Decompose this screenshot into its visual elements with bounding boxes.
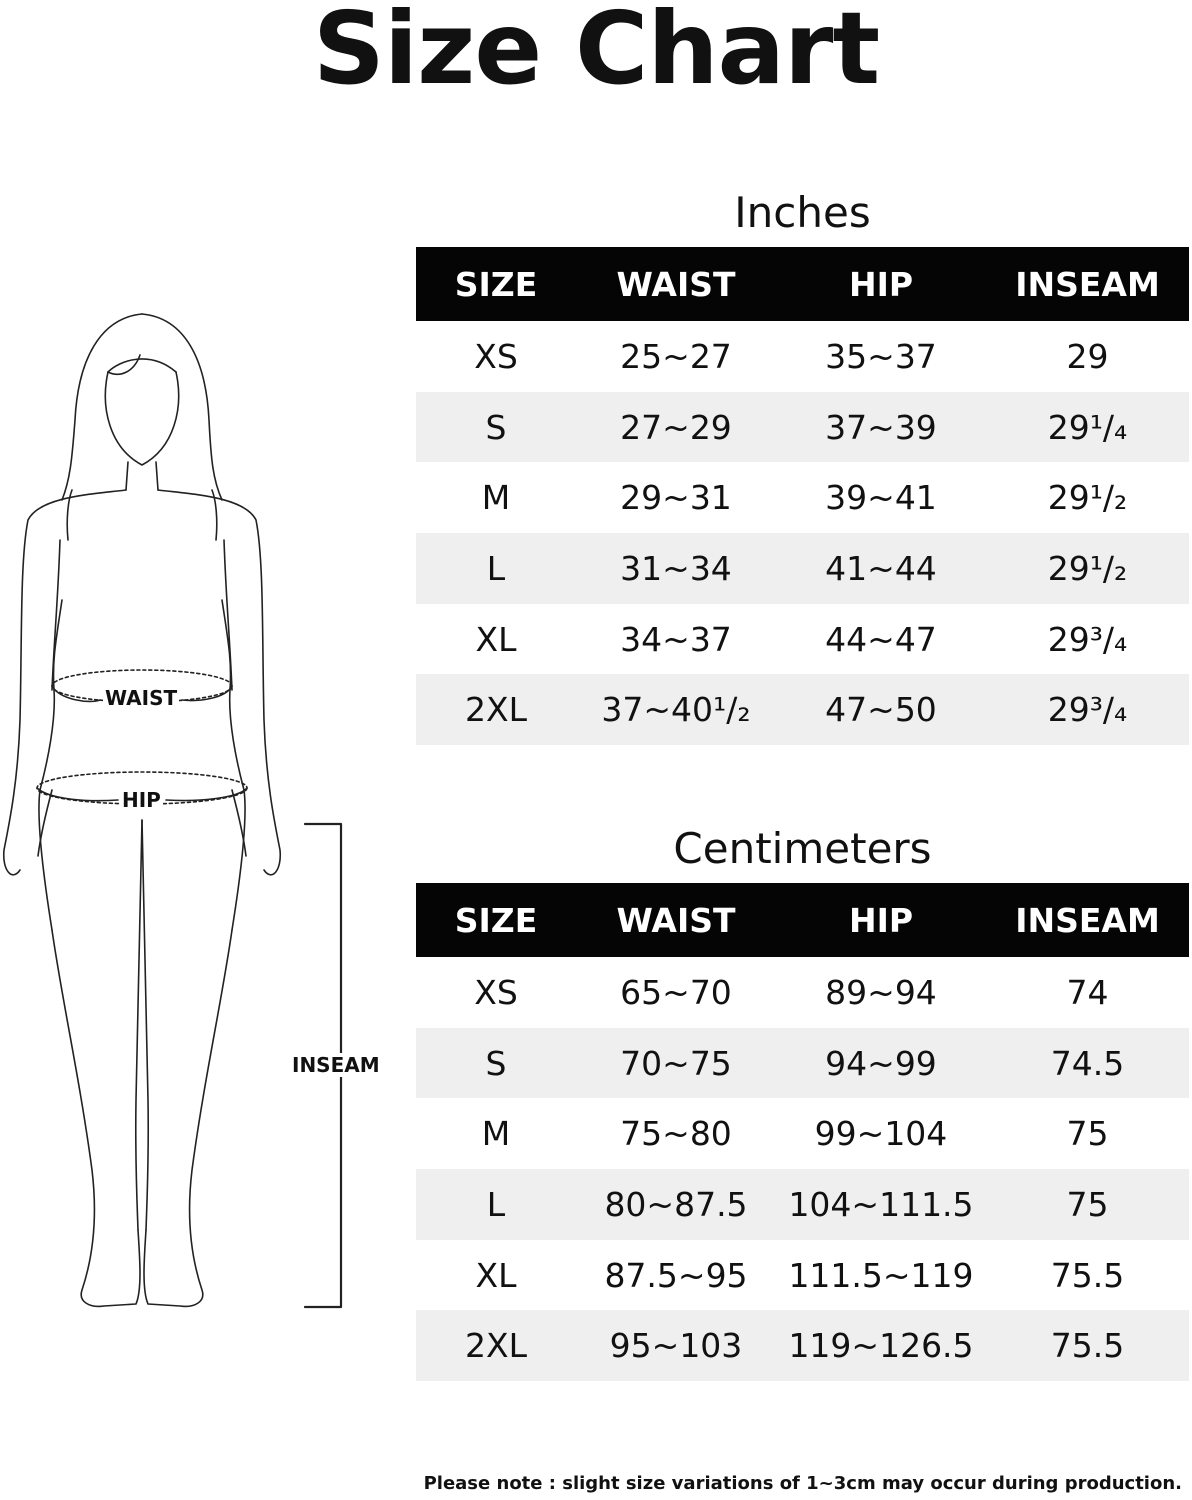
cell-hip: 99~104 bbox=[814, 1114, 948, 1154]
table-row: XL 34~37 44~47 29³/₄ bbox=[416, 604, 1189, 675]
cell-inseam: 75.5 bbox=[1050, 1326, 1125, 1366]
cell-hip: 94~99 bbox=[825, 1043, 937, 1083]
cell-size: M bbox=[481, 478, 511, 518]
cell-inseam: 29¹/₄ bbox=[1047, 407, 1128, 447]
cell-hip: 89~94 bbox=[825, 972, 937, 1012]
woman-silhouette-icon bbox=[2, 313, 343, 1309]
cell-inseam: 74 bbox=[1066, 972, 1109, 1012]
cell-waist: 70~75 bbox=[620, 1043, 732, 1083]
table-row: L 80~87.5 104~111.5 75 bbox=[416, 1169, 1189, 1240]
cell-inseam: 29¹/₂ bbox=[1047, 478, 1128, 518]
header-waist: WAIST bbox=[616, 900, 736, 940]
inches-table-header: SIZE WAIST HIP INSEAM bbox=[416, 247, 1189, 321]
header-hip: HIP bbox=[848, 264, 914, 304]
cell-hip: 41~44 bbox=[825, 548, 937, 588]
cell-waist: 31~34 bbox=[620, 548, 732, 588]
inseam-label: INSEAM bbox=[290, 1053, 382, 1077]
cell-size: S bbox=[485, 407, 507, 447]
cell-waist: 34~37 bbox=[620, 619, 732, 659]
cell-inseam: 75.5 bbox=[1050, 1255, 1125, 1295]
centimeters-table-header: SIZE WAIST HIP INSEAM bbox=[416, 883, 1189, 957]
table-row: S 70~75 94~99 74.5 bbox=[416, 1027, 1189, 1099]
production-note: Please note : slight size variations of … bbox=[423, 1473, 1182, 1494]
table-row: L 31~34 41~44 29¹/₂ bbox=[416, 533, 1189, 604]
table-row: 2XL 37~40¹/₂ 47~50 29³/₄ bbox=[416, 674, 1189, 746]
cell-size: XL bbox=[475, 1255, 517, 1295]
table-row: XL 87.5~95 111.5~119 75.5 bbox=[416, 1240, 1189, 1311]
body-figure: WAIST HIP INSEAM bbox=[0, 300, 400, 1320]
header-inseam: INSEAM bbox=[1015, 264, 1160, 304]
cell-hip: 111.5~119 bbox=[788, 1255, 974, 1295]
cell-hip: 119~126.5 bbox=[788, 1326, 974, 1366]
waist-label: WAIST bbox=[103, 686, 180, 710]
cell-hip: 35~37 bbox=[825, 336, 937, 376]
cell-hip: 37~39 bbox=[825, 407, 937, 447]
table-row: M 75~80 99~104 75 bbox=[416, 1098, 1189, 1169]
cell-waist: 80~87.5 bbox=[604, 1184, 748, 1224]
inches-title: Inches bbox=[734, 188, 871, 237]
table-row: XS 65~70 89~94 74 bbox=[416, 957, 1189, 1028]
inches-table: SIZE WAIST HIP INSEAM XS 25~27 35~37 29 … bbox=[416, 247, 1189, 746]
cell-waist: 27~29 bbox=[620, 407, 732, 447]
cell-size: S bbox=[485, 1043, 507, 1083]
centimeters-title: Centimeters bbox=[673, 824, 932, 873]
cell-hip: 44~47 bbox=[825, 619, 937, 659]
cell-size: 2XL bbox=[465, 690, 527, 730]
header-hip: HIP bbox=[848, 900, 914, 940]
cell-waist: 25~27 bbox=[620, 336, 732, 376]
cell-size: L bbox=[486, 548, 506, 588]
cell-inseam: 29¹/₂ bbox=[1047, 548, 1128, 588]
cell-inseam: 29 bbox=[1066, 336, 1109, 376]
table-row: XS 25~27 35~37 29 bbox=[416, 321, 1189, 392]
cell-inseam: 75 bbox=[1066, 1114, 1109, 1154]
cell-inseam: 29³/₄ bbox=[1047, 619, 1128, 659]
cell-hip: 47~50 bbox=[825, 690, 937, 730]
table-row: M 29~31 39~41 29¹/₂ bbox=[416, 462, 1189, 533]
cell-waist: 75~80 bbox=[620, 1114, 732, 1154]
cell-hip: 104~111.5 bbox=[788, 1184, 974, 1224]
cell-size: XS bbox=[474, 336, 518, 376]
cell-size: M bbox=[481, 1114, 511, 1154]
header-inseam: INSEAM bbox=[1015, 900, 1160, 940]
cell-hip: 39~41 bbox=[825, 478, 937, 518]
cell-size: L bbox=[486, 1184, 506, 1224]
cell-inseam: 75 bbox=[1066, 1184, 1109, 1224]
cell-waist: 95~103 bbox=[609, 1326, 743, 1366]
cell-size: XL bbox=[475, 619, 517, 659]
header-size: SIZE bbox=[454, 264, 538, 304]
table-row: 2XL 95~103 119~126.5 75.5 bbox=[416, 1310, 1189, 1382]
cell-waist: 87.5~95 bbox=[604, 1255, 748, 1295]
cell-inseam: 74.5 bbox=[1050, 1043, 1125, 1083]
cell-inseam: 29³/₄ bbox=[1047, 690, 1128, 730]
cell-size: 2XL bbox=[465, 1326, 527, 1366]
page-title: Size Chart bbox=[312, 0, 880, 107]
cell-waist: 65~70 bbox=[620, 972, 732, 1012]
header-size: SIZE bbox=[454, 900, 538, 940]
hip-label: HIP bbox=[120, 788, 163, 812]
header-waist: WAIST bbox=[616, 264, 736, 304]
centimeters-table: SIZE WAIST HIP INSEAM XS 65~70 89~94 74 … bbox=[416, 883, 1189, 1382]
cell-waist: 37~40¹/₂ bbox=[601, 690, 751, 730]
cell-waist: 29~31 bbox=[620, 478, 732, 518]
table-row: S 27~29 37~39 29¹/₄ bbox=[416, 391, 1189, 463]
cell-size: XS bbox=[474, 972, 518, 1012]
